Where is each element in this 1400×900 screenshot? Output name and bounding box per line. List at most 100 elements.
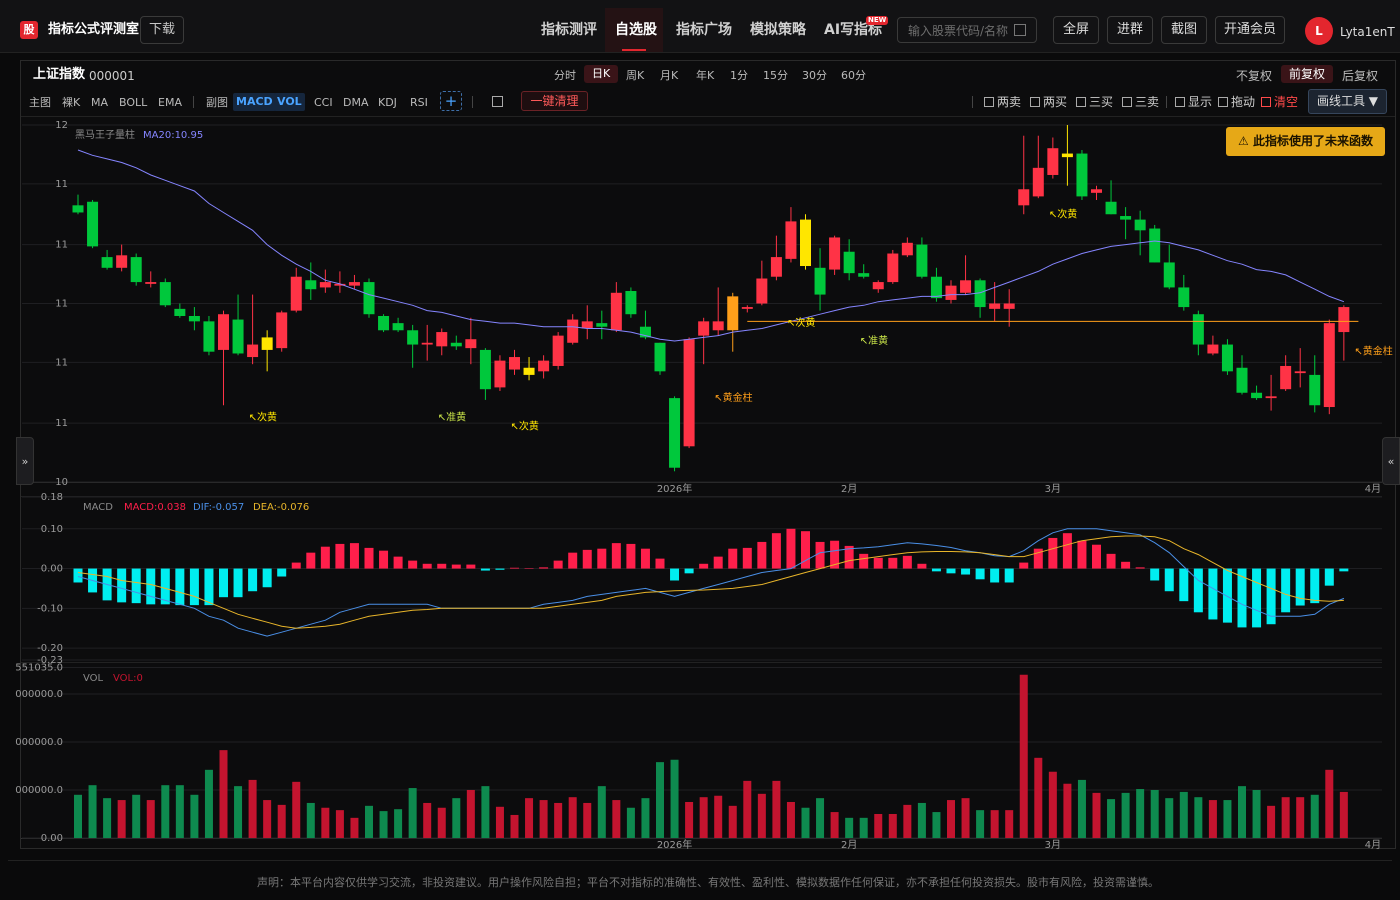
nav-item[interactable]: 自选股	[615, 22, 657, 38]
sub-indicator[interactable]: CCI	[314, 96, 333, 109]
period-tab[interactable]: 分时	[554, 69, 576, 82]
draw-tools[interactable]: 画线工具 ▼	[1308, 89, 1387, 114]
period-tab[interactable]: 15分	[763, 69, 788, 82]
y-tick-label: 0.00	[41, 564, 63, 575]
signal-checkbox[interactable]	[1030, 97, 1040, 107]
nav-item[interactable]: 模拟策略	[750, 22, 806, 38]
signal-checkbox[interactable]	[1122, 97, 1132, 107]
volume-bar	[1048, 771, 1057, 838]
index-code: 000001	[89, 69, 135, 83]
candle-body	[159, 282, 171, 306]
candle-body	[276, 312, 288, 349]
period-tab[interactable]: 周K	[626, 69, 645, 82]
candle-body	[727, 296, 739, 331]
signal-toggle[interactable]: 拖动	[1231, 95, 1256, 109]
signal-checkbox[interactable]	[1218, 97, 1228, 107]
signal-toggle[interactable]: 显示	[1188, 95, 1213, 109]
candle-body	[610, 292, 622, 331]
candle-body	[1091, 189, 1102, 193]
download-button[interactable]: 下载	[140, 16, 184, 44]
avatar[interactable]: L	[1305, 17, 1333, 45]
macd-bar	[568, 552, 578, 569]
header-button[interactable]: 开通会员	[1215, 16, 1285, 44]
period-tab[interactable]: 年K	[696, 69, 715, 82]
nav-item[interactable]: AI写指标	[824, 22, 883, 38]
volume-bar	[859, 817, 868, 838]
main-indicator[interactable]: BOLL	[119, 96, 148, 109]
volume-bar	[117, 800, 126, 838]
volume-bar	[801, 807, 810, 838]
macd-bar	[422, 563, 432, 569]
macd-bar	[1106, 553, 1116, 569]
volume-bar	[626, 807, 635, 838]
clear-button[interactable]: 一键清理	[521, 91, 588, 111]
macd-bar	[990, 568, 1000, 583]
macd-bar	[1193, 568, 1203, 613]
candle-body	[756, 278, 768, 304]
period-tab[interactable]: 60分	[841, 69, 866, 82]
sub-indicator[interactable]: VOL	[274, 93, 305, 111]
signal-toggle[interactable]: 清空	[1274, 95, 1299, 109]
y-tick-label: 000000.0	[15, 785, 63, 796]
nav-item[interactable]: 指标广场	[676, 22, 732, 38]
signal-toggle[interactable]: 两卖	[997, 95, 1022, 109]
candle-body	[1309, 374, 1321, 406]
sub-indicator[interactable]: RSI	[410, 96, 428, 109]
volume-bar	[1121, 792, 1130, 838]
header-button[interactable]: 截图	[1161, 16, 1207, 44]
period-tab[interactable]: 月K	[660, 69, 679, 82]
volume-bar	[1063, 783, 1072, 838]
main-indicator[interactable]: MA	[91, 96, 109, 109]
toolbar-divider	[472, 96, 473, 108]
candle-body	[72, 205, 84, 213]
macd-bar	[393, 556, 403, 569]
panel-toggle[interactable]: »	[16, 437, 34, 485]
volume-bar	[1339, 791, 1348, 838]
signal-annotation: ↖次黄	[511, 420, 539, 433]
sub-indicator[interactable]: DMA	[343, 96, 369, 109]
add-indicator[interactable]: +	[440, 91, 462, 111]
macd-bar	[335, 543, 345, 569]
signal-checkbox[interactable]	[1175, 97, 1185, 107]
header-button[interactable]: 全屏	[1053, 16, 1099, 44]
candle-body	[247, 344, 259, 358]
volume-bar	[714, 795, 723, 838]
adjust-tab[interactable]: 后复权	[1342, 69, 1379, 83]
period-tab[interactable]: 日K	[584, 65, 619, 83]
y-tick-label: -0.23	[37, 655, 63, 666]
macd-bar	[684, 568, 694, 574]
candle-body	[188, 315, 200, 322]
macd-bar	[611, 543, 621, 569]
x-tick-label: 2月	[841, 483, 857, 495]
clear-icon[interactable]	[492, 96, 503, 107]
volume-bar	[103, 798, 112, 838]
signal-toggle[interactable]: 三卖	[1135, 95, 1160, 109]
panel-toggle[interactable]: «	[1382, 437, 1400, 485]
legend-entry: DIF:-0.057	[193, 502, 244, 513]
signal-checkbox[interactable]	[984, 97, 994, 107]
main-indicator[interactable]: 裸K	[62, 96, 81, 109]
search-box[interactable]	[897, 17, 1037, 43]
volume-bar	[321, 807, 330, 838]
candle-body	[101, 257, 113, 268]
main-indicator[interactable]: EMA	[158, 96, 182, 109]
signal-checkbox[interactable]	[1261, 97, 1271, 107]
volume-bar	[1107, 799, 1116, 838]
sub-indicator[interactable]: MACD	[233, 93, 276, 111]
period-tab[interactable]: 1分	[730, 69, 748, 82]
candle-body	[378, 315, 390, 331]
sub-indicator[interactable]: KDJ	[378, 96, 397, 109]
signal-toggle[interactable]: 三买	[1089, 95, 1114, 109]
x-tick-label: 4月	[1365, 483, 1381, 495]
signal-toggle[interactable]: 两买	[1043, 95, 1068, 109]
candle-body	[930, 276, 942, 299]
adjust-tab[interactable]: 不复权	[1236, 69, 1273, 83]
adjust-tab[interactable]: 前复权	[1281, 65, 1334, 83]
header-button[interactable]: 进群	[1107, 16, 1153, 44]
signal-checkbox[interactable]	[1076, 97, 1086, 107]
nav-item[interactable]: 指标测评	[541, 22, 597, 38]
macd-bar	[888, 557, 898, 569]
volume-bar	[481, 786, 490, 838]
signal-annotation: ↖次黄	[1049, 207, 1077, 220]
period-tab[interactable]: 30分	[802, 69, 827, 82]
